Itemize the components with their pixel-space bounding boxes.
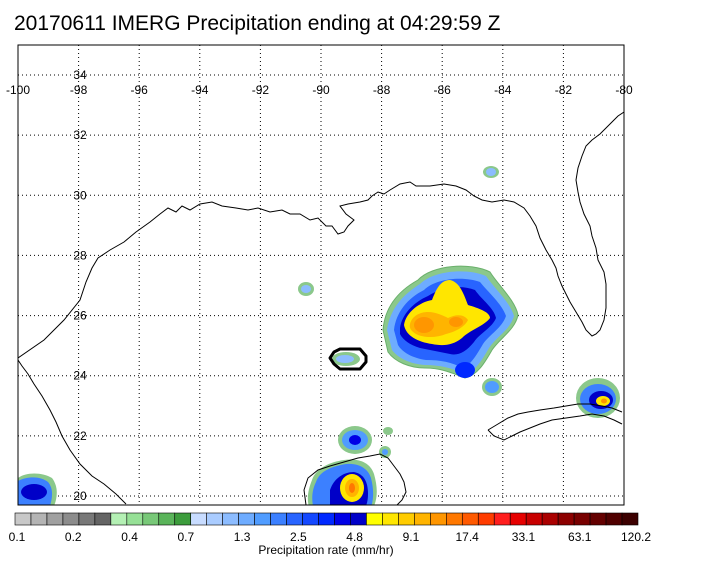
colorbar-swatch xyxy=(126,512,144,526)
colorbar-swatch xyxy=(238,512,255,526)
lat-tick-label: 22 xyxy=(73,429,87,443)
coastline-cuba xyxy=(487,403,623,431)
lon-tick-label: -92 xyxy=(252,83,270,97)
precip-core-2 xyxy=(449,317,463,327)
lon-tick-label: -88 xyxy=(373,83,391,97)
lon-tick-label: -82 xyxy=(555,83,573,97)
colorbar-tick-label: 17.4 xyxy=(455,530,479,544)
colorbar-swatch xyxy=(350,512,367,526)
coastline-yucatan xyxy=(303,453,407,505)
colorbar-swatch xyxy=(94,512,112,526)
colorbar-tick-label: 2.5 xyxy=(290,530,307,544)
highlight-marker-outline xyxy=(328,347,368,371)
precip-cell-east-core xyxy=(601,398,607,404)
lat-tick-label: 34 xyxy=(73,68,87,82)
colorbar xyxy=(14,512,639,526)
coastlines xyxy=(18,111,624,505)
colorbar-swatch xyxy=(398,512,415,526)
lon-tick-label: -98 xyxy=(70,83,88,97)
colorbar-swatch xyxy=(206,512,223,526)
coastline-us-gulf xyxy=(18,111,624,359)
colorbar-swatch xyxy=(78,512,96,526)
longitude-labels: -100 -98 -96 -94 -92 -90 -88 -86 -84 -82 -80 xyxy=(6,83,633,97)
precip-cell-keys-core xyxy=(485,381,499,393)
precip-cell-yucatan-ne-core xyxy=(382,449,388,455)
map-gridlines xyxy=(18,45,624,505)
latitude-labels: 34 32 30 28 26 24 22 20 xyxy=(73,68,87,503)
lon-tick-label: -94 xyxy=(191,83,209,97)
colorbar-title: Precipitation rate (mm/hr) xyxy=(258,543,394,557)
precip-cell-south xyxy=(455,362,475,378)
colorbar-swatch xyxy=(222,512,239,526)
colorbar-tick-label: 0.2 xyxy=(64,530,82,544)
colorbar-swatch xyxy=(110,512,128,526)
colorbar-tick-label: 1.3 xyxy=(233,530,251,544)
lat-tick-label: 32 xyxy=(73,128,87,142)
colorbar-tick-label: 33.1 xyxy=(511,530,536,544)
colorbar-swatch xyxy=(334,512,351,526)
colorbar-swatch xyxy=(461,512,479,526)
colorbar-tick-label: 0.7 xyxy=(177,530,195,544)
colorbar-swatch xyxy=(142,512,160,526)
map-frame xyxy=(17,44,625,506)
lon-tick-label: -84 xyxy=(494,83,512,97)
colorbar-swatch xyxy=(573,512,591,526)
colorbar-swatch xyxy=(62,512,80,526)
lat-tick-label: 24 xyxy=(73,369,87,383)
colorbar-swatch xyxy=(430,512,447,526)
colorbar-swatch xyxy=(589,512,607,526)
lon-tick-label: -100 xyxy=(6,83,30,97)
colorbar-swatch xyxy=(605,512,623,526)
precipitation-field xyxy=(18,166,620,505)
map-title: 20170611 IMERG Precipitation ending at 0… xyxy=(14,12,501,35)
colorbar-swatch xyxy=(302,512,319,526)
lon-tick-label: -90 xyxy=(312,83,330,97)
precip-cell-southwest-deep xyxy=(21,484,47,500)
colorbar-tick-label: 9.1 xyxy=(402,530,420,544)
lat-tick-label: 20 xyxy=(73,489,87,503)
colorbar-tick-label: 4.8 xyxy=(346,530,363,544)
precip-cell-yucatan-north-deep xyxy=(349,435,361,445)
coastline-mexico xyxy=(18,359,127,505)
precip-cell-center-core xyxy=(336,355,354,363)
precip-cell-nw-panhandle-core xyxy=(486,168,496,176)
colorbar-swatch xyxy=(318,512,335,526)
colorbar-swatch xyxy=(190,512,207,526)
colorbar-swatch xyxy=(254,512,271,526)
colorbar-swatch xyxy=(414,512,431,526)
precip-cell-west-gulf-core xyxy=(301,285,311,293)
colorbar-swatch xyxy=(46,512,64,526)
colorbar-tick-label: 120.2 xyxy=(620,530,652,544)
lat-tick-label: 30 xyxy=(73,188,87,202)
colorbar-swatch xyxy=(14,512,32,526)
lon-tick-label: -86 xyxy=(434,83,452,97)
lat-tick-label: 26 xyxy=(73,309,87,323)
colorbar-swatch xyxy=(477,512,495,526)
colorbar-swatch xyxy=(174,512,192,526)
colorbar-swatch xyxy=(509,512,527,526)
colorbar-swatch xyxy=(158,512,176,526)
colorbar-tick-label: 0.1 xyxy=(8,530,26,544)
colorbar-swatch xyxy=(557,512,575,526)
lon-tick-label: -80 xyxy=(615,83,633,97)
colorbar-tick-label: 63.1 xyxy=(568,530,592,544)
colorbar-swatch xyxy=(270,512,287,526)
colorbar-swatch xyxy=(493,512,511,526)
lat-tick-label: 28 xyxy=(73,248,87,262)
colorbar-swatch xyxy=(541,512,559,526)
lon-tick-label: -96 xyxy=(131,83,149,97)
precip-core-1 xyxy=(414,317,434,333)
precip-cell-yucatan-nw xyxy=(383,427,393,435)
precip-cell-yucatan-red xyxy=(349,483,355,493)
colorbar-swatch xyxy=(446,512,463,526)
colorbar-swatch xyxy=(382,512,399,526)
colorbar-swatch xyxy=(525,512,543,526)
colorbar-tick-label: 0.4 xyxy=(121,530,138,544)
colorbar-swatch xyxy=(30,512,48,526)
colorbar-swatch xyxy=(366,512,383,526)
coastline-cuba-south xyxy=(487,413,623,441)
colorbar-swatch xyxy=(286,512,303,526)
colorbar-swatch xyxy=(621,512,639,526)
